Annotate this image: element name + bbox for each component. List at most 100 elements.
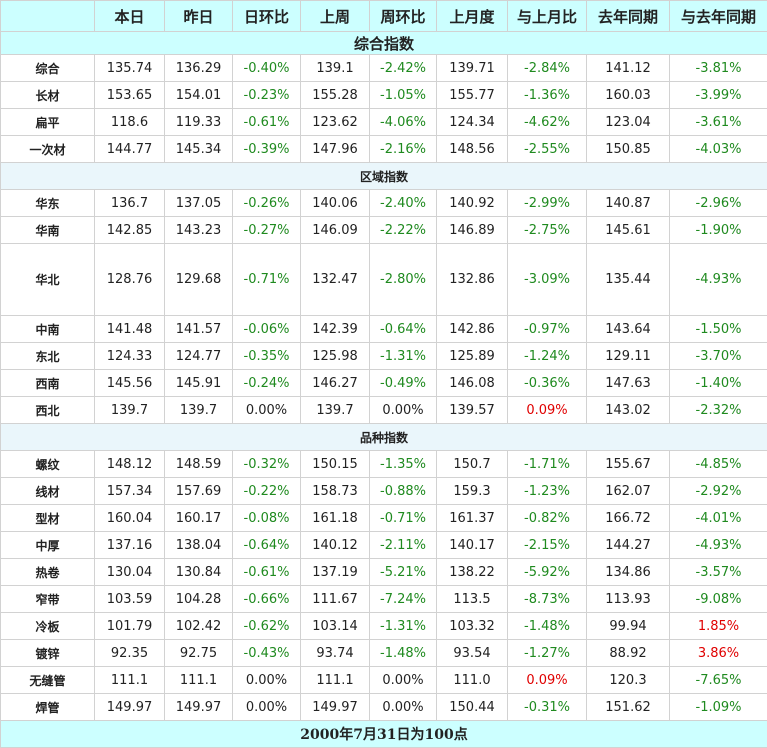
value-cell: 139.57 xyxy=(437,397,508,424)
change-cell: -1.05% xyxy=(370,82,437,109)
value-cell: 155.77 xyxy=(437,82,508,109)
change-cell: -2.22% xyxy=(370,217,437,244)
change-cell: -3.81% xyxy=(670,55,767,82)
value-cell: 130.04 xyxy=(95,559,165,586)
value-cell: 139.71 xyxy=(437,55,508,82)
change-cell: -2.75% xyxy=(508,217,587,244)
value-cell: 140.87 xyxy=(587,190,670,217)
value-cell: 120.3 xyxy=(587,667,670,694)
header-cell: 去年同期 xyxy=(587,1,670,32)
change-cell: -3.61% xyxy=(670,109,767,136)
value-cell: 158.73 xyxy=(301,478,370,505)
change-cell: 0.00% xyxy=(233,397,301,424)
change-cell: -4.62% xyxy=(508,109,587,136)
value-cell: 160.04 xyxy=(95,505,165,532)
value-cell: 161.18 xyxy=(301,505,370,532)
change-cell: -3.57% xyxy=(670,559,767,586)
index-name-cell: 一次材 xyxy=(1,136,95,163)
index-name-cell: 综合 xyxy=(1,55,95,82)
change-cell: 0.00% xyxy=(233,694,301,721)
value-cell: 142.86 xyxy=(437,316,508,343)
value-cell: 145.34 xyxy=(165,136,233,163)
change-cell: -0.39% xyxy=(233,136,301,163)
change-cell: -4.01% xyxy=(670,505,767,532)
value-cell: 139.7 xyxy=(95,397,165,424)
value-cell: 151.62 xyxy=(587,694,670,721)
header-cell: 与上月比 xyxy=(508,1,587,32)
change-cell: -0.71% xyxy=(233,244,301,316)
header-cell: 本日 xyxy=(95,1,165,32)
change-cell: -2.15% xyxy=(508,532,587,559)
change-cell: 1.85% xyxy=(670,613,767,640)
value-cell: 123.62 xyxy=(301,109,370,136)
change-cell: -1.27% xyxy=(508,640,587,667)
value-cell: 111.1 xyxy=(301,667,370,694)
value-cell: 119.33 xyxy=(165,109,233,136)
change-cell: -0.35% xyxy=(233,343,301,370)
value-cell: 144.77 xyxy=(95,136,165,163)
value-cell: 137.16 xyxy=(95,532,165,559)
change-cell: -1.71% xyxy=(508,451,587,478)
change-cell: -0.49% xyxy=(370,370,437,397)
value-cell: 140.92 xyxy=(437,190,508,217)
value-cell: 142.39 xyxy=(301,316,370,343)
index-name-cell: 热卷 xyxy=(1,559,95,586)
value-cell: 124.77 xyxy=(165,343,233,370)
change-cell: -0.64% xyxy=(233,532,301,559)
change-cell: -0.82% xyxy=(508,505,587,532)
change-cell: -4.85% xyxy=(670,451,767,478)
change-cell: -0.62% xyxy=(233,613,301,640)
value-cell: 140.17 xyxy=(437,532,508,559)
value-cell: 128.76 xyxy=(95,244,165,316)
index-name-cell: 螺纹 xyxy=(1,451,95,478)
change-cell: -9.08% xyxy=(670,586,767,613)
index-name-cell: 中南 xyxy=(1,316,95,343)
change-cell: -3.70% xyxy=(670,343,767,370)
value-cell: 161.37 xyxy=(437,505,508,532)
value-cell: 140.06 xyxy=(301,190,370,217)
change-cell: -2.11% xyxy=(370,532,437,559)
value-cell: 135.44 xyxy=(587,244,670,316)
change-cell: -2.42% xyxy=(370,55,437,82)
header-cell: 上月度 xyxy=(437,1,508,32)
value-cell: 113.5 xyxy=(437,586,508,613)
change-cell: -1.90% xyxy=(670,217,767,244)
change-cell: -7.65% xyxy=(670,667,767,694)
change-cell: -1.24% xyxy=(508,343,587,370)
header-cell: 昨日 xyxy=(165,1,233,32)
change-cell: 0.00% xyxy=(233,667,301,694)
change-cell: -5.21% xyxy=(370,559,437,586)
value-cell: 145.61 xyxy=(587,217,670,244)
change-cell: -0.88% xyxy=(370,478,437,505)
value-cell: 144.27 xyxy=(587,532,670,559)
value-cell: 145.91 xyxy=(165,370,233,397)
value-cell: 129.68 xyxy=(165,244,233,316)
value-cell: 162.07 xyxy=(587,478,670,505)
value-cell: 157.69 xyxy=(165,478,233,505)
change-cell: -0.66% xyxy=(233,586,301,613)
change-cell: -4.93% xyxy=(670,532,767,559)
value-cell: 166.72 xyxy=(587,505,670,532)
value-cell: 132.47 xyxy=(301,244,370,316)
value-cell: 132.86 xyxy=(437,244,508,316)
value-cell: 146.09 xyxy=(301,217,370,244)
value-cell: 141.48 xyxy=(95,316,165,343)
change-cell: -1.35% xyxy=(370,451,437,478)
value-cell: 140.12 xyxy=(301,532,370,559)
change-cell: 0.09% xyxy=(508,667,587,694)
value-cell: 146.08 xyxy=(437,370,508,397)
header-cell: 与去年同期 xyxy=(670,1,767,32)
value-cell: 154.01 xyxy=(165,82,233,109)
section-title: 区域指数 xyxy=(1,163,767,190)
change-cell: -2.40% xyxy=(370,190,437,217)
